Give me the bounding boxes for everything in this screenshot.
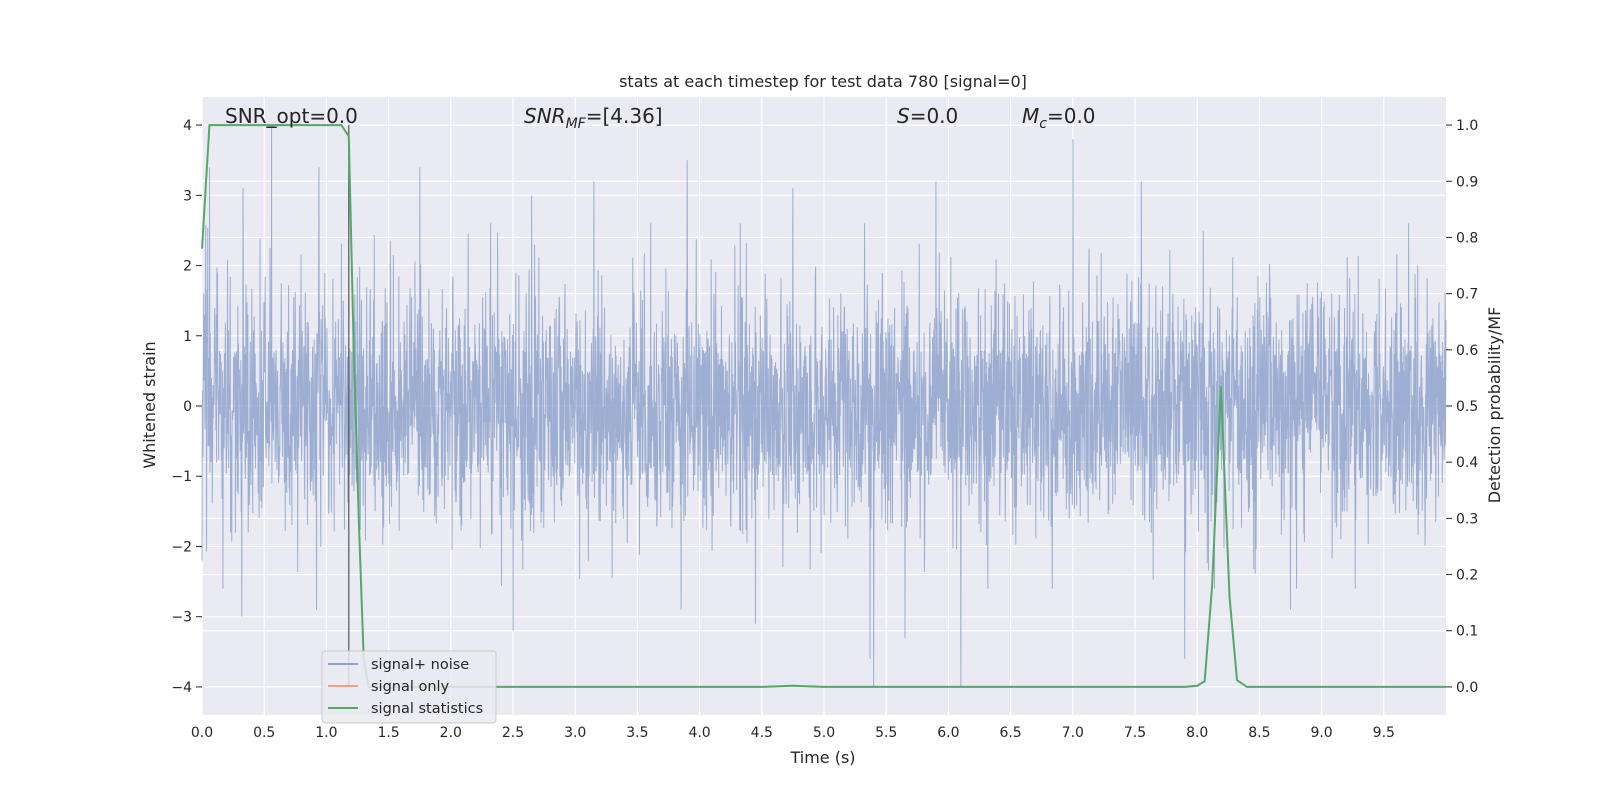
y-right-tick-label: 0.2	[1456, 568, 1478, 584]
y-right-tick-label: 0.8	[1456, 230, 1478, 246]
y-tick-label: 4	[183, 118, 192, 134]
s-symbol: S	[897, 104, 910, 128]
y-tick-label: 1	[183, 329, 192, 345]
x-tick-label: 6.0	[937, 725, 959, 741]
y-right-tick-label: 0.3	[1456, 511, 1478, 527]
x-tick-label: 0.5	[253, 725, 275, 741]
y-right-tick-label: 0.7	[1456, 287, 1478, 303]
y-tick-label: 2	[183, 259, 192, 275]
x-tick-label: 1.5	[377, 725, 399, 741]
annotation-snr-opt: SNR_opt=0.0	[225, 104, 358, 128]
legend-label-signal-statistics: signal statistics	[371, 701, 483, 717]
x-tick-label: 2.0	[440, 725, 462, 741]
annotation-snr-mf: SNRMF=[4.36]	[524, 104, 663, 132]
x-tick-label: 7.0	[1062, 725, 1084, 741]
y-tick-label: 0	[183, 399, 192, 415]
x-tick-label: 5.0	[813, 725, 835, 741]
x-tick-label: 4.5	[751, 725, 773, 741]
x-tick-label: 8.0	[1186, 725, 1208, 741]
y-right-tick-label: 0.4	[1456, 455, 1478, 471]
mc-symbol: M	[1022, 104, 1039, 128]
y-right-tick-label: 0.6	[1456, 343, 1478, 359]
annotation-s: S=0.0	[897, 104, 958, 128]
y-tick-label: −3	[171, 610, 192, 626]
x-tick-label: 2.5	[502, 725, 524, 741]
x-tick-label: 9.0	[1310, 725, 1332, 741]
s-value: =0.0	[910, 104, 959, 128]
series-signal-noise	[201, 125, 1447, 687]
y-right-tick-label: 1.0	[1456, 118, 1478, 134]
series-signal-statistics	[201, 124, 1446, 688]
y-axis-label: Whitened strain	[140, 341, 159, 468]
y-right-tick-label: 0.9	[1456, 174, 1478, 190]
annotation-mc: Mc=0.0	[1022, 104, 1096, 132]
legend-box	[321, 650, 497, 724]
chart-title: stats at each timestep for test data 780…	[619, 72, 1027, 91]
snr-mf-subscript: MF	[566, 116, 587, 132]
y-right-tick-label: 0.1	[1456, 624, 1478, 640]
x-tick-label: 3.0	[564, 725, 586, 741]
mc-subscript: c	[1039, 116, 1047, 132]
y-tick-label: 3	[183, 188, 192, 204]
x-tick-label: 7.5	[1124, 725, 1146, 741]
x-tick-label: 0.0	[191, 725, 213, 741]
x-tick-label: 8.5	[1248, 725, 1270, 741]
legend-label-signal-noise: signal+ noise	[371, 657, 469, 673]
x-tick-label: 1.0	[315, 725, 337, 741]
y-tick-label: −1	[171, 469, 192, 485]
x-tick-label: 9.5	[1373, 725, 1395, 741]
legend: signal+ noise signal only signal statist…	[321, 650, 497, 724]
y-right-tick-label: 0.5	[1456, 399, 1478, 415]
snr-mf-value: =[4.36]	[586, 104, 663, 128]
x-axis-label: Time (s)	[789, 748, 855, 767]
x-tick-label: 6.5	[999, 725, 1021, 741]
snr-mf-prefix: SNR	[524, 104, 566, 128]
y-tick-label: −4	[171, 680, 192, 696]
x-tick-label: 5.5	[875, 725, 897, 741]
x-tick-label: 4.0	[688, 725, 710, 741]
y-right-tick-label: 0.0	[1456, 680, 1478, 696]
legend-label-signal-only: signal only	[371, 679, 450, 695]
y-axis-right-label: Detection probability/MF	[1485, 307, 1504, 504]
x-tick-label: 3.5	[626, 725, 648, 741]
mc-value: =0.0	[1047, 104, 1096, 128]
y-tick-label: −2	[171, 539, 192, 555]
